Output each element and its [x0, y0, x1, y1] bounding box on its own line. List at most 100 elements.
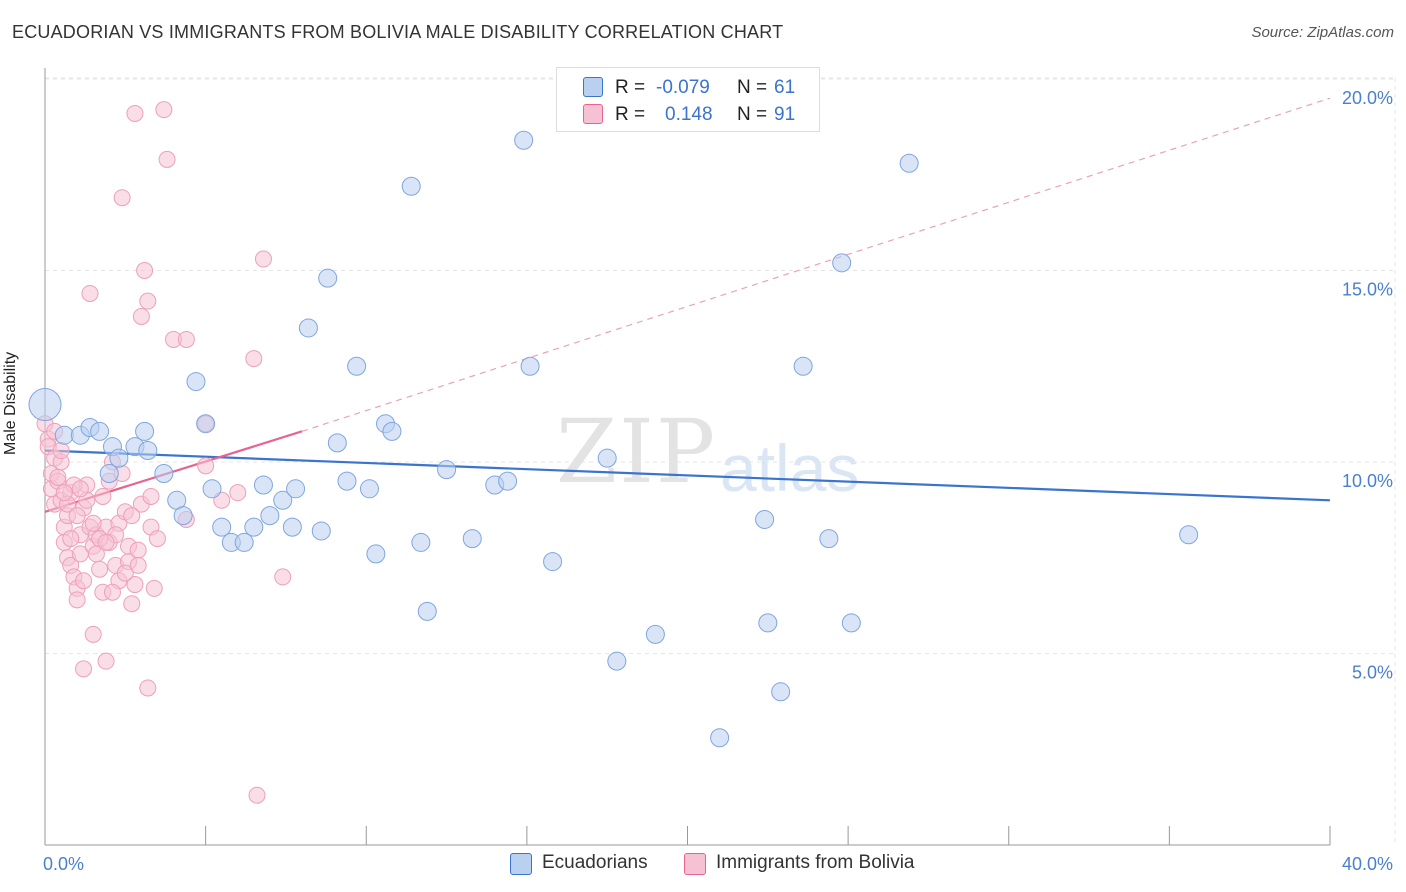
point-bolivia-79 — [116, 564, 134, 582]
point-ecuadorians-59 — [1179, 525, 1199, 545]
point-bolivia-31 — [94, 487, 112, 505]
point-bolivia-86 — [123, 507, 141, 525]
legend-swatch-bolivia — [583, 104, 603, 124]
point-bolivia-27 — [84, 625, 102, 643]
point-ecuadorians-14 — [186, 372, 206, 392]
point-ecuadorians-32 — [359, 479, 379, 499]
point-ecuadorians-13 — [173, 506, 193, 526]
point-bolivia-69 — [254, 250, 272, 268]
point-bolivia-41 — [113, 189, 131, 207]
point-bolivia-83 — [71, 480, 89, 498]
point-ecuadorians-58 — [899, 153, 919, 173]
point-ecuadorians-23 — [273, 490, 293, 510]
point-ecuadorians-31 — [347, 356, 367, 376]
point-bolivia-46 — [123, 595, 141, 613]
point-ecuadorians-0 — [28, 388, 62, 422]
axes — [44, 68, 1331, 846]
point-bolivia-57 — [148, 530, 166, 548]
trend-line-bolivia-extended — [301, 97, 1331, 432]
point-ecuadorians-44 — [520, 356, 540, 376]
point-ecuadorians-49 — [645, 624, 665, 644]
watermark-zip: ZIP — [556, 400, 718, 503]
point-ecuadorians-28 — [318, 268, 338, 288]
bottom-legend-bolivia: Immigrants from Bolivia — [716, 852, 915, 873]
point-ecuadorians-10 — [135, 421, 155, 441]
trend-lines — [44, 97, 1331, 513]
point-ecuadorians-39 — [437, 460, 457, 480]
point-ecuadorians-55 — [819, 529, 839, 549]
point-bolivia-30 — [91, 560, 109, 578]
legend-r-label-2: R = — [615, 104, 646, 125]
point-bolivia-88 — [62, 530, 80, 548]
legend-r-value-2: 0.148 — [665, 104, 713, 125]
point-ecuadorians-50 — [710, 728, 730, 748]
point-ecuadorians-6 — [99, 463, 119, 483]
point-bolivia-89 — [75, 572, 93, 590]
point-bolivia-59 — [158, 150, 176, 168]
point-ecuadorians-21 — [253, 475, 273, 495]
point-ecuadorians-37 — [411, 532, 431, 552]
point-ecuadorians-30 — [337, 471, 357, 491]
point-ecuadorians-9 — [138, 441, 158, 461]
y-tick-label-15: 15.0% — [1342, 280, 1393, 300]
point-ecuadorians-17 — [212, 517, 232, 537]
point-ecuadorians-7 — [109, 448, 129, 468]
point-ecuadorians-42 — [498, 471, 518, 491]
point-ecuadorians-54 — [793, 356, 813, 376]
point-ecuadorians-27 — [311, 521, 331, 541]
point-bolivia-48 — [126, 576, 144, 594]
point-ecuadorians-51 — [755, 509, 775, 529]
point-ecuadorians-45 — [543, 552, 563, 572]
point-ecuadorians-25 — [286, 479, 306, 499]
point-bolivia-54 — [139, 292, 157, 310]
point-ecuadorians-36 — [401, 176, 421, 196]
point-ecuadorians-26 — [298, 318, 318, 338]
point-ecuadorians-43 — [514, 130, 534, 150]
bottom-legend-swatch-bolivia — [684, 853, 706, 875]
point-ecuadorians-22 — [260, 506, 280, 526]
point-bolivia-25 — [81, 284, 99, 302]
point-ecuadorians-16 — [202, 479, 222, 499]
legend-n-label-2: N = — [737, 104, 768, 125]
point-bolivia-33 — [97, 652, 115, 670]
point-bolivia-72 — [52, 442, 70, 460]
point-ecuadorians-35 — [382, 421, 402, 441]
point-ecuadorians-53 — [771, 682, 791, 702]
bottom-legend-swatch-ecuadorians — [510, 853, 532, 875]
point-ecuadorians-24 — [282, 517, 302, 537]
point-ecuadorians-33 — [366, 544, 386, 564]
legend-n-value-2: 91 — [774, 104, 796, 125]
point-bolivia-82 — [55, 484, 73, 502]
point-bolivia-50 — [132, 307, 150, 325]
trend-line-ecuadorians — [44, 449, 1331, 502]
point-bolivia-75 — [68, 507, 86, 525]
point-ecuadorians-11 — [154, 463, 174, 483]
legend-swatch-ecuadorians — [583, 77, 603, 97]
point-bolivia-70 — [274, 568, 292, 586]
point-ecuadorians-15 — [196, 414, 216, 434]
correlation-legend: R = -0.079 N = 61 R = 0.148 N = 91 — [556, 67, 820, 132]
bottom-legend-ecuadorians: Ecuadorians — [542, 852, 648, 873]
legend-n-label-1: N = — [737, 77, 768, 98]
point-bolivia-68 — [248, 786, 266, 804]
point-ecuadorians-46 — [597, 448, 617, 468]
legend-r-label-1: R = — [615, 77, 646, 98]
y-tick-label-5: 5.0% — [1352, 663, 1393, 683]
point-ecuadorians-1 — [54, 425, 74, 445]
point-ecuadorians-52 — [758, 613, 778, 633]
x-tick-label-end: 40.0% — [1342, 854, 1393, 874]
point-bolivia-90 — [103, 583, 121, 601]
point-bolivia-21 — [75, 660, 93, 678]
point-bolivia-63 — [197, 457, 215, 475]
point-bolivia-71 — [49, 468, 67, 486]
series-ecuadorians-points — [28, 84, 1199, 748]
point-bolivia-49 — [129, 541, 147, 559]
point-ecuadorians-57 — [841, 613, 861, 633]
point-ecuadorians-40 — [462, 529, 482, 549]
point-bolivia-67 — [245, 350, 263, 368]
point-bolivia-80 — [129, 556, 147, 574]
watermark-atlas: atlas — [720, 431, 860, 505]
point-bolivia-47 — [126, 104, 144, 122]
tick-labels: 5.0% 10.0% 15.0% 20.0% 0.0% 40.0% — [43, 88, 1393, 874]
